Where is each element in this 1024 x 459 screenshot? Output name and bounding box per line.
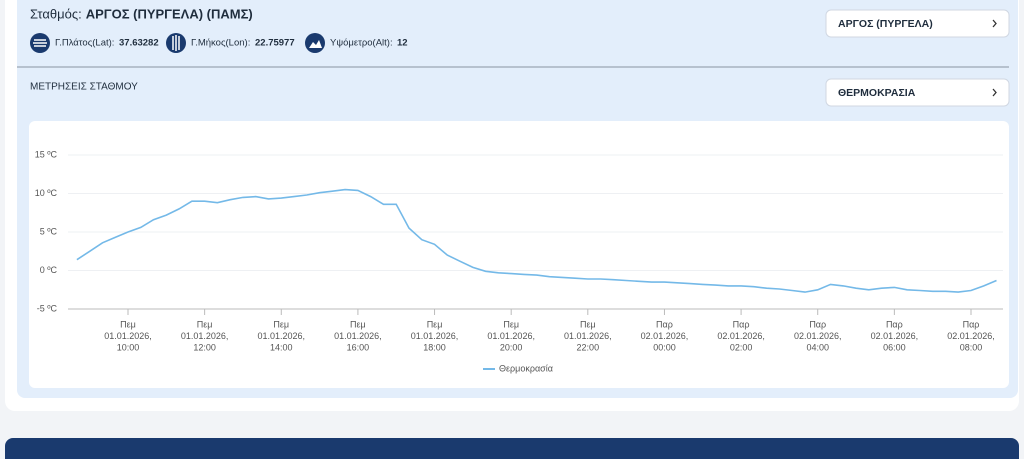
line xyxy=(76,188,997,293)
x-tick-label: 06:00 xyxy=(883,342,906,352)
x-tick-label: 02.01.2026, xyxy=(641,331,689,341)
lon-value: 22.75977 xyxy=(255,38,295,49)
legend-label: Θερμοκρασία xyxy=(499,363,553,373)
x-tick-label: 14:00 xyxy=(270,342,293,352)
select-box[interactable] xyxy=(825,9,1010,38)
x-tick-label: 18:00 xyxy=(423,342,446,352)
lat-value: 37.63282 xyxy=(119,38,159,49)
section-title: ΜΕΤΡΗΣΕΙΣ ΣΤΑΘΜΟΥ xyxy=(30,82,138,93)
x-tick-label: 02.01.2026, xyxy=(717,331,765,341)
x-tick-label: Παρ xyxy=(656,319,673,329)
alt-value: 12 xyxy=(397,38,408,49)
chevron xyxy=(992,88,997,97)
x-tick-label: Πεμ xyxy=(273,319,289,329)
x-tick-label: Πεμ xyxy=(427,319,443,329)
station-select[interactable]: ΑΡΓΟΣ (ΠΥΡΓΕΛΑ) xyxy=(825,9,1010,38)
x-tick-label: 01.01.2026, xyxy=(104,331,152,341)
x-tick-label: Παρ xyxy=(886,319,903,329)
lat-label: Γ.Πλάτος(Lat): xyxy=(55,38,114,49)
x-tick-label: Παρ xyxy=(963,319,980,329)
station-name: ΑΡΓΟΣ (ΠΥΡΓΕΛΑ) (ΠΑΜΣ) xyxy=(86,6,253,21)
x-tick-label: 10:00 xyxy=(117,342,140,352)
select-text: ΑΡΓΟΣ (ΠΥΡΓΕΛΑ) xyxy=(838,18,933,30)
info-row: Γ.Πλάτος(Lat): 37.63282 Γ.Μήκος(Lon): 22… xyxy=(30,33,408,53)
x-tick-label: 01.01.2026, xyxy=(334,331,382,341)
x-tick-label: 20:00 xyxy=(500,342,523,352)
x-tick-label: Παρ xyxy=(733,319,750,329)
x-tick-label: 01.01.2026, xyxy=(411,331,459,341)
lon-label: Γ.Μήκος(Lon): xyxy=(191,38,250,49)
x-tick-label: 02.01.2026, xyxy=(947,331,995,341)
x-tick-label: 12:00 xyxy=(193,342,216,352)
y-tick-label: 5 ºC xyxy=(40,226,58,236)
x-tick-label: Πεμ xyxy=(197,319,213,329)
chevron xyxy=(992,19,997,28)
x-tick-label: 08:00 xyxy=(960,342,983,352)
x-tick-label: 01.01.2026, xyxy=(487,331,535,341)
x-tick-label: 04:00 xyxy=(806,342,829,352)
lat-icon-glyph xyxy=(33,39,47,47)
x-tick-label: Πεμ xyxy=(580,319,596,329)
station-label: Σταθμός: xyxy=(30,6,82,21)
x-tick-label: 00:00 xyxy=(653,342,676,352)
alt-icon-glyph xyxy=(309,40,322,48)
y-tick-label: 0 ºC xyxy=(40,265,58,275)
lon-icon-glyph xyxy=(172,35,180,51)
x-tick-label: 02.01.2026, xyxy=(871,331,919,341)
x-tick-label: 01.01.2026, xyxy=(181,331,229,341)
parameter-select[interactable]: ΘΕΡΜΟΚΡΑΣΙΑ xyxy=(825,78,1010,107)
y-tick-label: -5 ºC xyxy=(37,303,58,313)
x-tick-label: 22:00 xyxy=(577,342,600,352)
alt-label: Υψόμετρο(Alt): xyxy=(330,38,393,49)
x-tick-label: Πεμ xyxy=(120,319,136,329)
x-tick-label: Πεμ xyxy=(503,319,519,329)
x-tick-label: 02:00 xyxy=(730,342,753,352)
next-panel xyxy=(5,438,1019,459)
x-tick-label: 02.01.2026, xyxy=(794,331,842,341)
y-tick-label: 15 ºC xyxy=(35,149,58,159)
x-tick-label: 16:00 xyxy=(347,342,370,352)
x-tick-label: 01.01.2026, xyxy=(257,331,305,341)
select-text: ΘΕΡΜΟΚΡΑΣΙΑ xyxy=(838,87,916,99)
x-tick-label: Πεμ xyxy=(350,319,366,329)
x-tick-label: 01.01.2026, xyxy=(564,331,612,341)
y-tick-label: 10 ºC xyxy=(35,188,58,198)
chart-card xyxy=(29,121,1009,388)
alt-icon xyxy=(305,33,325,53)
select-box[interactable] xyxy=(825,78,1010,107)
x-tick-label: Παρ xyxy=(809,319,826,329)
